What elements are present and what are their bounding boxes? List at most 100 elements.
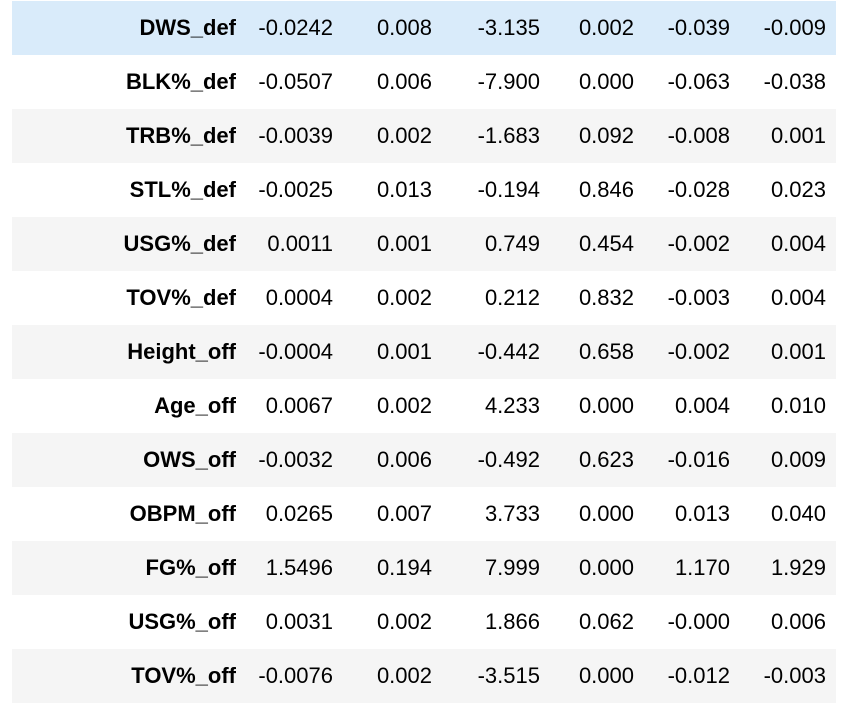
table-cell: 0.013 — [674, 501, 730, 526]
table-cell: -0.009 — [763, 15, 826, 40]
table-row[interactable]: TRB%_def -0.0039 0.002 -1.683 0.092 -0.0… — [12, 109, 836, 163]
table-cell: 0.658 — [578, 339, 634, 364]
table-cell: -0.002 — [667, 231, 730, 256]
row-label: Height_off — [127, 339, 236, 364]
coefficient-table-container: DWS_def -0.0242 0.008 -3.135 0.002 -0.03… — [12, 1, 836, 703]
row-label: DWS_def — [139, 15, 236, 40]
table-cell: 0.0011 — [267, 231, 333, 256]
table-cell: 4.233 — [484, 393, 540, 418]
table-cell: -3.135 — [477, 15, 540, 40]
coefficient-table: DWS_def -0.0242 0.008 -3.135 0.002 -0.03… — [12, 1, 836, 703]
table-cell: 0.001 — [770, 339, 826, 364]
table-cell: 0.0004 — [265, 285, 333, 310]
table-cell: -7.900 — [477, 69, 540, 94]
table-cell: 0.062 — [578, 609, 634, 634]
table-cell: 0.001 — [376, 231, 432, 256]
table-cell: -0.003 — [667, 285, 730, 310]
table-cell: -0.0039 — [258, 123, 333, 148]
table-cell: 0.000 — [578, 663, 634, 688]
row-label: TOV%_off — [131, 663, 236, 688]
table-cell: -0.0032 — [258, 447, 333, 472]
table-cell: 0.006 — [770, 609, 826, 634]
table-cell: 0.002 — [376, 393, 432, 418]
table-cell: 0.010 — [770, 393, 826, 418]
row-label: OBPM_off — [129, 501, 236, 526]
table-cell: 0.006 — [376, 69, 432, 94]
table-row[interactable]: USG%_off 0.0031 0.002 1.866 0.062 -0.000… — [12, 595, 836, 649]
table-cell: 0.002 — [376, 609, 432, 634]
table-cell: -0.016 — [667, 447, 730, 472]
table-row[interactable]: STL%_def -0.0025 0.013 -0.194 0.846 -0.0… — [12, 163, 836, 217]
table-cell: 0.0265 — [265, 501, 333, 526]
table-cell: 1.5496 — [265, 555, 333, 580]
table-cell: -0.492 — [477, 447, 540, 472]
table-cell: -0.194 — [477, 177, 540, 202]
table-cell: 0.023 — [770, 177, 826, 202]
table-cell: 0.623 — [578, 447, 634, 472]
table-cell: 7.999 — [484, 555, 540, 580]
table-cell: -0.008 — [667, 123, 730, 148]
table-cell: -0.028 — [667, 177, 730, 202]
table-row[interactable]: USG%_def 0.0011 0.001 0.749 0.454 -0.002… — [12, 217, 836, 271]
table-cell: -0.0507 — [258, 69, 333, 94]
table-cell: 0.454 — [578, 231, 634, 256]
table-row[interactable]: TOV%_def 0.0004 0.002 0.212 0.832 -0.003… — [12, 271, 836, 325]
table-cell: -0.0004 — [258, 339, 333, 364]
table-cell: 0.002 — [376, 123, 432, 148]
table-cell: -0.0025 — [258, 177, 333, 202]
table-row[interactable]: FG%_off 1.5496 0.194 7.999 0.000 1.170 1… — [12, 541, 836, 595]
table-row[interactable]: TOV%_off -0.0076 0.002 -3.515 0.000 -0.0… — [12, 649, 836, 703]
table-cell: -0.002 — [667, 339, 730, 364]
table-cell: 0.002 — [578, 15, 634, 40]
table-cell: -0.063 — [667, 69, 730, 94]
row-label: BLK%_def — [125, 69, 236, 94]
table-cell: -1.683 — [477, 123, 540, 148]
row-label: FG%_off — [145, 555, 236, 580]
table-cell: 0.001 — [376, 339, 432, 364]
table-cell: -0.0242 — [258, 15, 333, 40]
table-cell: 0.006 — [376, 447, 432, 472]
table-cell: 0.000 — [578, 501, 634, 526]
row-label: TRB%_def — [125, 123, 236, 148]
table-cell: 0.000 — [578, 555, 634, 580]
table-cell: 0.832 — [578, 285, 634, 310]
table-cell: -0.012 — [667, 663, 730, 688]
table-row[interactable]: Height_off -0.0004 0.001 -0.442 0.658 -0… — [12, 325, 836, 379]
table-row[interactable]: DWS_def -0.0242 0.008 -3.135 0.002 -0.03… — [12, 1, 836, 55]
table-cell: 0.212 — [484, 285, 540, 310]
row-label: STL%_def — [129, 177, 236, 202]
table-cell: 0.092 — [578, 123, 634, 148]
table-cell: 0.007 — [376, 501, 432, 526]
table-cell: 0.001 — [770, 123, 826, 148]
table-cell: 1.170 — [674, 555, 730, 580]
row-label: TOV%_def — [126, 285, 236, 310]
table-row[interactable]: Age_off 0.0067 0.002 4.233 0.000 0.004 0… — [12, 379, 836, 433]
table-cell: 0.002 — [376, 663, 432, 688]
table-cell: -0.442 — [477, 339, 540, 364]
table-cell: -0.000 — [667, 609, 730, 634]
table-cell: -3.515 — [477, 663, 540, 688]
table-body: DWS_def -0.0242 0.008 -3.135 0.002 -0.03… — [12, 1, 836, 703]
table-cell: 1.866 — [484, 609, 540, 634]
row-label: Age_off — [154, 393, 236, 418]
table-cell: -0.003 — [763, 663, 826, 688]
row-label: USG%_off — [128, 609, 236, 634]
table-cell: -0.038 — [763, 69, 826, 94]
table-cell: 1.929 — [770, 555, 826, 580]
table-row[interactable]: BLK%_def -0.0507 0.006 -7.900 0.000 -0.0… — [12, 55, 836, 109]
table-cell: 0.009 — [770, 447, 826, 472]
table-cell: -0.039 — [667, 15, 730, 40]
table-cell: 0.194 — [376, 555, 432, 580]
table-row[interactable]: OBPM_off 0.0265 0.007 3.733 0.000 0.013 … — [12, 487, 836, 541]
row-label: OWS_off — [143, 447, 236, 472]
table-cell: 0.0031 — [265, 609, 333, 634]
table-cell: -0.0076 — [258, 663, 333, 688]
table-cell: 0.000 — [578, 69, 634, 94]
table-row[interactable]: OWS_off -0.0032 0.006 -0.492 0.623 -0.01… — [12, 433, 836, 487]
row-label: USG%_def — [123, 231, 236, 256]
table-cell: 0.846 — [578, 177, 634, 202]
table-cell: 3.733 — [484, 501, 540, 526]
table-cell: 0.004 — [674, 393, 730, 418]
table-cell: 0.008 — [376, 15, 432, 40]
table-cell: 0.013 — [376, 177, 432, 202]
